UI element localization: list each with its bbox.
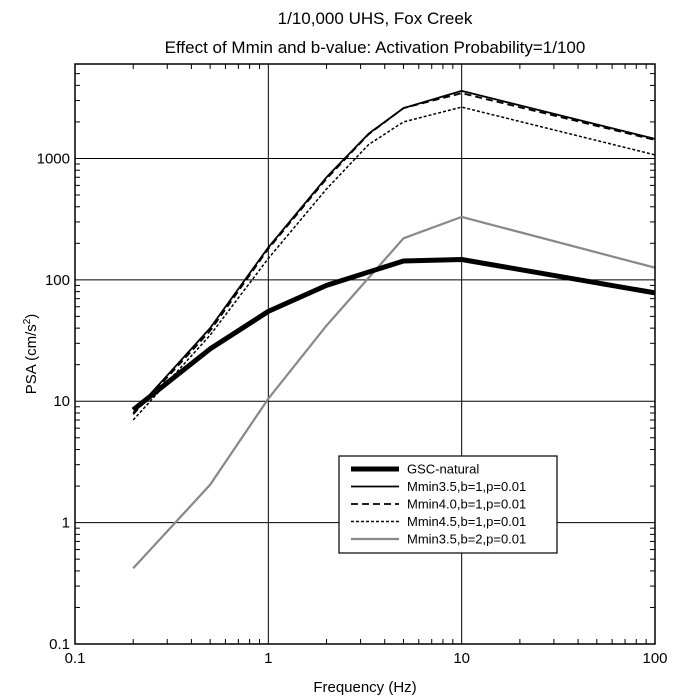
legend-label: Mmin3.5,b=2,p=0.01	[407, 532, 526, 547]
series-line-1	[131, 257, 656, 412]
grid	[75, 64, 655, 644]
y-tick-label: 1000	[37, 150, 70, 167]
axis-ticks	[75, 63, 655, 644]
series-line-5	[132, 215, 656, 570]
series-lines	[131, 90, 656, 570]
y-axis-label-main: PSA (cm/s	[23, 324, 40, 394]
x-tick-label: 0.1	[65, 650, 86, 667]
x-tick-label: 100	[642, 650, 667, 667]
y-axis-label: PSA (cm/s2)	[22, 314, 40, 395]
legend-label: Mmin4.0,b=1,p=0.01	[407, 497, 526, 512]
legend-label: Mmin3.5,b=1,p=0.01	[407, 479, 526, 494]
legend: GSC-natural Mmin3.5,b=1,p=0.01 Mmin4.0,b=1…	[338, 455, 558, 554]
x-tick-label: 1	[264, 650, 272, 667]
axis-tick-labels: 0.1 1 10 100 0.1 1 10 100 1000	[37, 150, 668, 667]
y-axis-label-sup: 2	[22, 318, 33, 324]
series-line-2	[132, 90, 656, 414]
chart-subtitle: Effect of Mmin and b-value: Activation P…	[165, 38, 586, 57]
chart-title: 1/10,000 UHS, Fox Creek	[278, 9, 473, 28]
y-tick-label: 1	[62, 515, 70, 532]
plot-frame	[74, 63, 656, 645]
legend-label: GSC-natural	[407, 462, 479, 477]
series-line-4	[132, 106, 656, 421]
legend-label: Mmin4.5,b=1,p=0.01	[407, 514, 526, 529]
x-axis-label: Frequency (Hz)	[313, 679, 416, 696]
y-axis-label-end: )	[23, 314, 40, 319]
y-tick-label: 100	[45, 272, 70, 289]
x-tick-label: 10	[453, 650, 470, 667]
y-tick-label: 10	[53, 393, 70, 410]
y-tick-label: 0.1	[49, 636, 70, 653]
series-line-3	[132, 92, 656, 415]
